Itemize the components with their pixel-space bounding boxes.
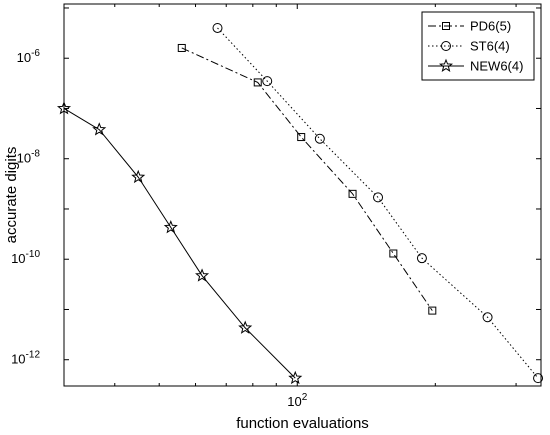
legend-label: PD6(5) <box>470 19 511 34</box>
legend: PD6(5) ST6(4) NEW6(4) <box>421 11 535 81</box>
square-marker <box>177 43 186 52</box>
square-marker <box>442 22 450 30</box>
y-axis-title: accurate digits <box>3 147 20 244</box>
x-axis-title: function evaluations <box>236 415 369 432</box>
star-marker <box>438 58 454 72</box>
y-tick-label: 10-8 <box>17 149 41 166</box>
legend-item: PD6(5) <box>428 19 511 34</box>
star-marker <box>238 320 253 334</box>
tick-labels: 102 10-6 10-8 10-10 10-12 <box>11 48 308 409</box>
legend-item: NEW6(4) <box>428 59 523 74</box>
legend-item: ST6(4) <box>428 39 510 54</box>
axis-ticks <box>64 4 541 386</box>
plot-area <box>56 22 544 385</box>
circle-marker <box>314 133 325 144</box>
square-marker <box>428 306 437 315</box>
x-tick-label: 102 <box>287 392 307 409</box>
square-marker <box>253 78 262 87</box>
circle-marker <box>533 373 544 384</box>
square-marker <box>389 249 398 258</box>
circle-marker <box>373 192 384 203</box>
star-marker <box>131 169 146 184</box>
series-line <box>181 47 433 311</box>
legend-label: ST6(4) <box>470 39 510 54</box>
square-marker <box>348 189 357 198</box>
y-tick-label: 10-10 <box>11 249 40 266</box>
legend-label: NEW6(4) <box>470 59 523 74</box>
star-marker <box>163 220 178 234</box>
star-marker <box>92 122 107 136</box>
circle-marker <box>212 22 223 33</box>
star-marker <box>288 370 303 385</box>
y-tick-label: 10-12 <box>11 350 40 367</box>
series-line <box>63 108 296 379</box>
series-pd6-5- <box>177 43 437 315</box>
circle-marker <box>262 76 273 87</box>
circle-marker <box>482 312 493 323</box>
series-st6-4- <box>212 22 544 384</box>
y-tick-label: 10-6 <box>17 48 41 65</box>
axes-frame <box>63 3 542 387</box>
star-marker <box>195 268 210 282</box>
circle-marker <box>441 41 451 51</box>
square-marker <box>297 133 306 142</box>
circle-marker <box>416 253 427 264</box>
series-line <box>217 27 539 379</box>
series-new6-4- <box>56 101 303 385</box>
